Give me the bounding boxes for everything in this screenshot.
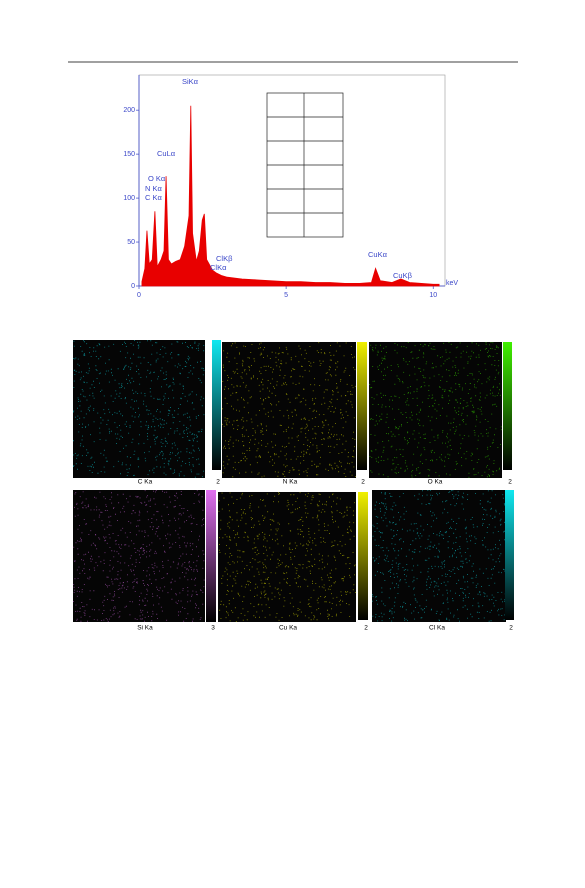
color-bar xyxy=(212,340,221,470)
peak-label: ClKα xyxy=(210,263,227,272)
map-scale: 2 xyxy=(508,479,512,486)
peak-label: CuLα xyxy=(157,149,176,158)
color-bar xyxy=(358,492,368,620)
map-image xyxy=(218,492,356,622)
map-pixels xyxy=(73,490,205,622)
color-bar xyxy=(357,342,367,470)
map-image xyxy=(73,340,205,478)
y-tick-label: 100 xyxy=(123,195,135,202)
inset-table xyxy=(266,92,344,238)
peak-label: SiKα xyxy=(182,77,199,86)
peak-label: O Kα xyxy=(148,174,166,183)
map-scale: 3 xyxy=(211,625,215,632)
map-label: N Ka xyxy=(283,479,298,486)
x-unit: keV xyxy=(446,280,458,287)
y-tick-label: 150 xyxy=(123,151,135,158)
map-label: O Ka xyxy=(428,479,443,486)
y-tick-label: 200 xyxy=(123,107,135,114)
map-scale: 2 xyxy=(216,479,220,486)
peak-label: C Kα xyxy=(145,193,163,202)
map-image xyxy=(222,342,356,478)
map-label: Cu Ka xyxy=(279,625,297,632)
map-label: Cl Ka xyxy=(429,625,445,632)
map-image xyxy=(372,490,506,622)
peak-label: CuKα xyxy=(368,250,388,259)
x-tick-label: 5 xyxy=(284,292,288,299)
map-scale: 2 xyxy=(364,625,368,632)
y-tick-label: 0 xyxy=(131,283,135,290)
x-tick-label: 10 xyxy=(429,292,437,299)
peak-label: N Kα xyxy=(145,184,163,193)
map-pixels xyxy=(73,340,205,478)
map-label: Si Ka xyxy=(137,625,153,632)
map-image xyxy=(73,490,205,622)
map-scale: 2 xyxy=(509,625,513,632)
map-label: C Ka xyxy=(138,479,153,486)
map-image xyxy=(369,342,502,478)
color-bar xyxy=(503,342,512,470)
peak-label: CuKβ xyxy=(393,271,413,280)
color-bar xyxy=(206,490,216,622)
x-tick-label: 0 xyxy=(137,292,141,299)
spectrum xyxy=(141,105,440,287)
y-tick-label: 50 xyxy=(127,239,135,246)
peak-label: ClKβ xyxy=(216,254,233,263)
color-bar xyxy=(505,490,514,620)
map-scale: 2 xyxy=(361,479,365,486)
